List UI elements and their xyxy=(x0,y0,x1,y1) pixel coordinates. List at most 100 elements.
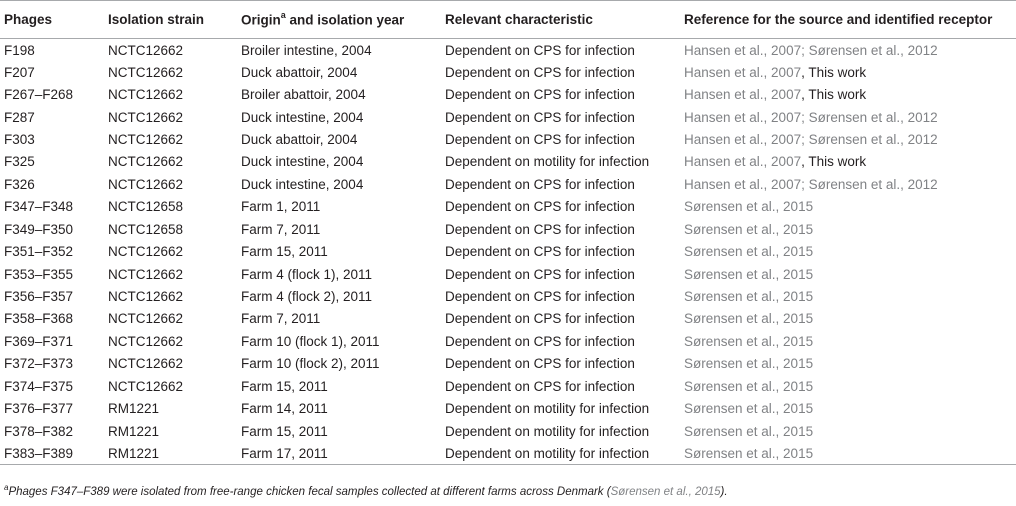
header-row: Phages Isolation strain Origina and isol… xyxy=(0,0,1016,39)
table-row: F383–F389 RM1221 Farm 17, 2011 Dependent on… xyxy=(0,442,1016,466)
characteristic-cell: Dependent on CPS for infection xyxy=(445,266,635,282)
reference-citation: Hansen et al., 2007 xyxy=(684,87,802,103)
strain-cell: NCTC12662 xyxy=(108,289,184,305)
strain-cell: NCTC12662 xyxy=(108,154,184,170)
origin-cell: Broiler abattoir, 2004 xyxy=(241,87,366,103)
characteristic-cell: Dependent on motility for infection xyxy=(441,442,680,466)
reference-citation: Sørensen et al., 2015 xyxy=(684,199,814,215)
characteristic-cell: Dependent on motility for infection xyxy=(445,401,650,417)
characteristic-cell: Dependent on CPS for infection xyxy=(445,311,635,327)
table-row: F356–F357 NCTC12662 Farm 4 (flock 2), 2011… xyxy=(0,285,1016,307)
characteristic-cell: Dependent on CPS for infection xyxy=(445,176,635,192)
table-row: F326 NCTC12662 Duck intestine, 2004 Depende… xyxy=(0,173,1016,195)
table-row: F325 NCTC12662 Duck intestine, 2004 Depende… xyxy=(0,151,1016,173)
phage-cell: F351–F352 xyxy=(4,244,74,260)
table-row: F347–F348 NCTC12658 Farm 1, 2011 Dependent … xyxy=(0,196,1016,218)
strain-cell: NCTC12662 xyxy=(108,266,184,282)
origin-cell: Farm 4 (flock 1), 2011 xyxy=(241,266,373,282)
header-origin-suffix: and isolation year xyxy=(285,12,405,28)
origin-cell: Farm 4 (flock 2), 2011 xyxy=(241,289,373,305)
origin-cell: Duck intestine, 2004 xyxy=(241,154,364,170)
reference-cell: Sørensen et al., 2015 xyxy=(680,420,1016,442)
header-origin: Origina and isolation year xyxy=(237,0,441,39)
origin-cell: Farm 10 (flock 2), 2011 xyxy=(241,356,380,372)
reference-cell: Sørensen et al., 2015 xyxy=(680,218,1016,240)
table-row: F372–F373 NCTC12662 Farm 10 (flock 2), 201… xyxy=(0,353,1016,375)
reference-citation: Sørensen et al., 2015 xyxy=(684,401,814,417)
characteristic-cell: Dependent on CPS for infection xyxy=(445,356,635,372)
origin-cell: Duck intestine, 2004 xyxy=(241,109,364,125)
origin-cell: Duck abattoir, 2004 xyxy=(241,131,358,147)
table-row: F378–F382 RM1221 Farm 15, 2011 Dependent on… xyxy=(0,420,1016,442)
strain-cell: RM1221 xyxy=(108,401,160,417)
table-row: F303 NCTC12662 Duck abattoir, 2004 Dependen… xyxy=(0,128,1016,150)
phage-cell: F358–F368 xyxy=(4,311,74,327)
phage-cell: F303 xyxy=(4,131,35,147)
origin-cell: Farm 15, 2011 xyxy=(241,423,328,439)
reference-cell: Hansen et al., 2007, This work xyxy=(680,83,1016,105)
reference-citation: Hansen et al., 2007; Sørensen et al., 20… xyxy=(684,176,938,192)
strain-cell: NCTC12662 xyxy=(108,87,184,103)
strain-cell: NCTC12662 xyxy=(108,176,184,192)
reference-citation: Sørensen et al., 2015 xyxy=(684,378,814,394)
table-row: F198 NCTC12662 Broiler intestine, 2004 Depe… xyxy=(0,39,1016,61)
strain-cell: NCTC12658 xyxy=(108,199,184,215)
reference-citation: Hansen et al., 2007; Sørensen et al., 20… xyxy=(684,131,938,147)
table-row: F267–F268 NCTC12662 Broiler abattoir, 2004… xyxy=(0,83,1016,105)
phage-cell: F325 xyxy=(4,154,35,170)
reference-cell: Sørensen et al., 2015 xyxy=(680,285,1016,307)
origin-cell: Farm 14, 2011 xyxy=(241,401,328,417)
strain-cell: NCTC12662 xyxy=(108,64,184,80)
strain-cell: RM1221 xyxy=(108,423,160,439)
strain-cell: NCTC12662 xyxy=(108,333,184,349)
reference-citation: Sørensen et al., 2015 xyxy=(684,244,814,260)
footnote-closing: ). xyxy=(720,485,728,498)
characteristic-cell: Dependent on CPS for infection xyxy=(445,289,635,305)
table-row: F358–F368 NCTC12662 Farm 7, 2011 Dependent … xyxy=(0,308,1016,330)
header-isolation-strain: Isolation strain xyxy=(104,0,237,39)
characteristic-cell: Dependent on CPS for infection xyxy=(445,221,635,237)
header-origin-prefix: Origin xyxy=(241,12,281,28)
reference-citation: Hansen et al., 2007 xyxy=(684,154,802,170)
characteristic-cell: Dependent on CPS for infection xyxy=(445,378,635,394)
footnote-text: Phages F347–F389 were isolated from free… xyxy=(8,485,611,498)
origin-cell: Duck abattoir, 2004 xyxy=(241,64,358,80)
characteristic-cell: Dependent on CPS for infection xyxy=(445,199,635,215)
phage-table: Phages Isolation strain Origina and isol… xyxy=(0,0,1016,466)
characteristic-cell: Dependent on CPS for infection xyxy=(445,244,635,260)
strain-cell: NCTC12662 xyxy=(108,109,184,125)
reference-citation: Sørensen et al., 2015 xyxy=(684,333,814,349)
header-phages: Phages xyxy=(0,0,104,39)
phage-cell: F347–F348 xyxy=(4,199,74,215)
strain-cell: NCTC12662 xyxy=(108,356,184,372)
phage-cell: F372–F373 xyxy=(4,356,74,372)
reference-this-work: , This work xyxy=(801,87,867,103)
characteristic-cell: Dependent on CPS for infection xyxy=(445,43,635,59)
reference-cell: Sørensen et al., 2015 xyxy=(680,442,1016,466)
footnote-citation: Sørensen et al., 2015 xyxy=(610,485,721,498)
reference-cell: Sørensen et al., 2015 xyxy=(680,196,1016,218)
header-reference: Reference for the source and identified … xyxy=(680,0,1016,39)
reference-citation: Hansen et al., 2007; Sørensen et al., 20… xyxy=(684,109,938,125)
reference-citation: Hansen et al., 2007 xyxy=(684,64,802,80)
phage-cell: F198 xyxy=(4,43,35,59)
characteristic-cell: Dependent on motility for infection xyxy=(445,154,650,170)
phage-cell: F207 xyxy=(4,64,35,80)
strain-cell: RM1221 xyxy=(104,442,237,466)
phage-cell: F369–F371 xyxy=(4,333,74,349)
table-row: F207 NCTC12662 Duck abattoir, 2004 Dependen… xyxy=(0,61,1016,83)
header-relevant-characteristic: Relevant characteristic xyxy=(441,0,680,39)
reference-cell: Sørensen et al., 2015 xyxy=(680,398,1016,420)
reference-citation: Sørensen et al., 2015 xyxy=(684,266,814,282)
table-row: F376–F377 RM1221 Farm 14, 2011 Dependent on… xyxy=(0,398,1016,420)
origin-cell: Farm 10 (flock 1), 2011 xyxy=(241,333,380,349)
characteristic-cell: Dependent on CPS for infection xyxy=(445,333,635,349)
phage-cell: F287 xyxy=(4,109,35,125)
phage-cell: F349–F350 xyxy=(4,221,74,237)
footnote-marker: a xyxy=(4,483,9,492)
strain-cell: NCTC12662 xyxy=(108,378,184,394)
strain-cell: NCTC12662 xyxy=(108,311,184,327)
phage-cell: F353–F355 xyxy=(4,266,74,282)
reference-cell: Sørensen et al., 2015 xyxy=(680,240,1016,262)
strain-cell: NCTC12662 xyxy=(108,131,184,147)
